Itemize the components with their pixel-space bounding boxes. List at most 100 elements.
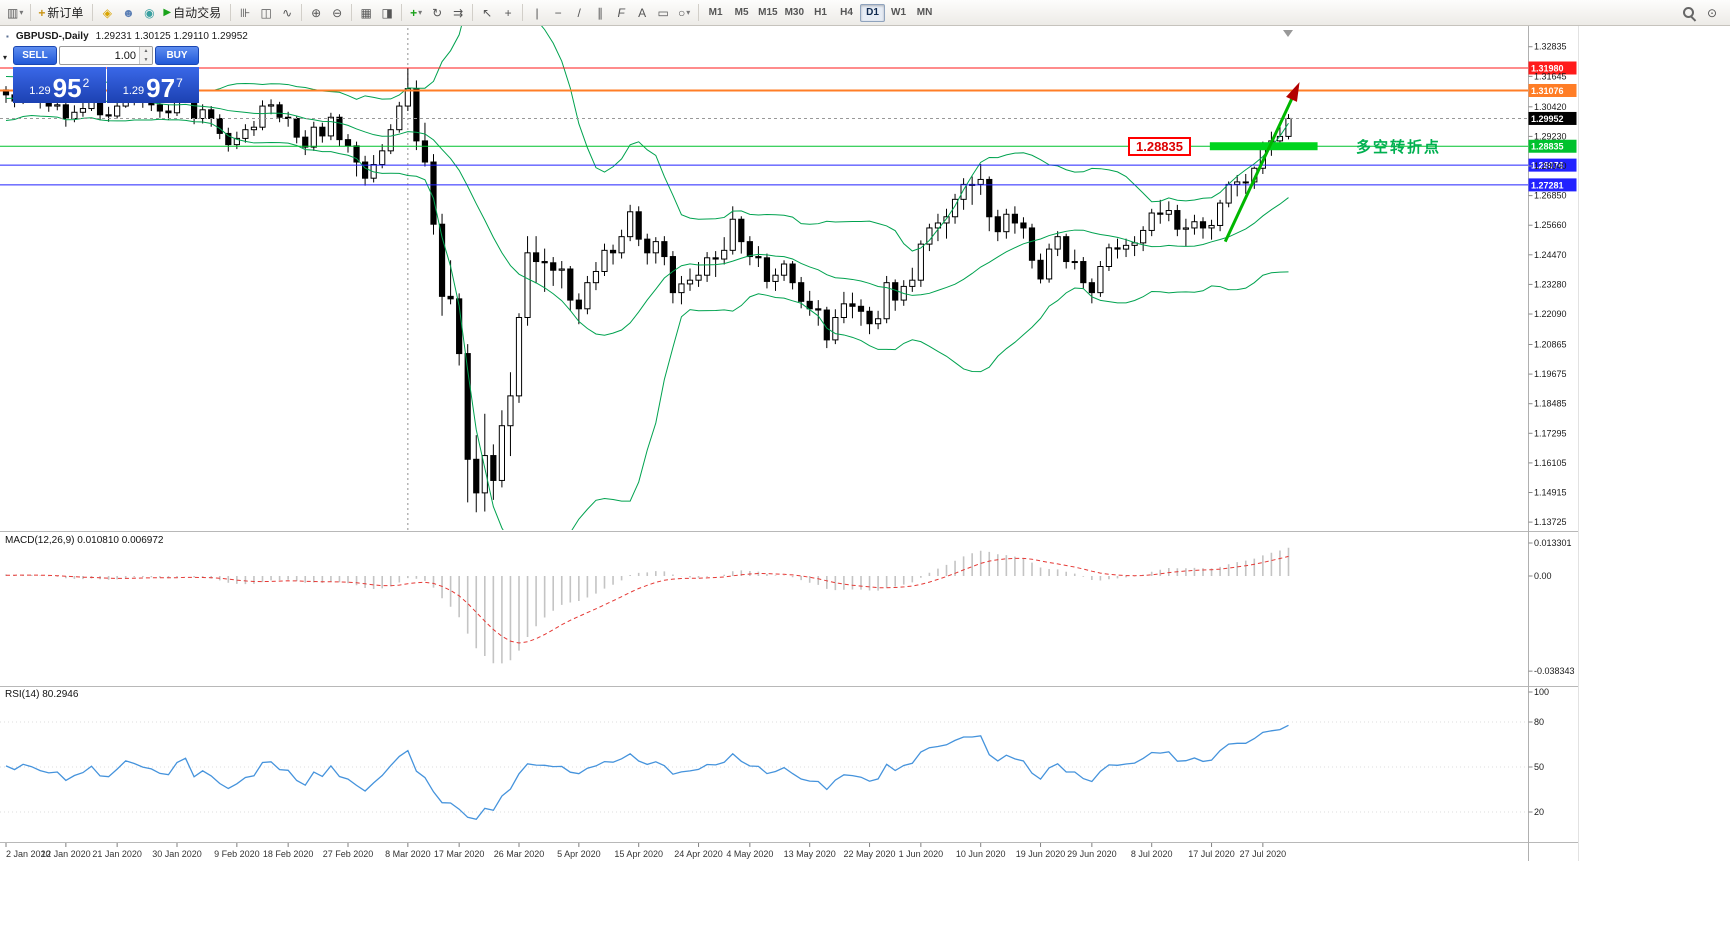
line-chart-icon: ∿ bbox=[282, 5, 293, 20]
vertical-line-button[interactable]: | bbox=[527, 3, 547, 23]
bar-chart-button[interactable]: ⊪ bbox=[235, 3, 255, 23]
cycles-icon: ↻ bbox=[432, 5, 443, 20]
timeframe-m15-button[interactable]: M15 bbox=[758, 7, 778, 18]
cycles-button[interactable]: ↻ bbox=[427, 3, 447, 23]
bollinger-lower-band bbox=[5, 115, 1289, 530]
macd-scale-label: -0.038343 bbox=[1534, 666, 1575, 676]
chart-shift-marker[interactable] bbox=[1283, 30, 1293, 37]
zoom-in-button[interactable]: ⊕ bbox=[306, 3, 326, 23]
toolbar-separator bbox=[401, 4, 403, 21]
date-tick-label: 19 Jun 2020 bbox=[1016, 849, 1066, 859]
crosshair-button[interactable]: + bbox=[498, 3, 518, 23]
timeframe-m1-button[interactable]: M1 bbox=[708, 7, 723, 18]
timeframe-m30-button[interactable]: M30 bbox=[784, 7, 805, 18]
volume-stepper[interactable]: ▲ ▼ bbox=[139, 47, 152, 64]
date-tick-label: 12 Jan 2020 bbox=[41, 849, 91, 859]
timeframe-m5-button[interactable]: M5 bbox=[734, 7, 749, 18]
spin-up-icon[interactable]: ▲ bbox=[140, 47, 152, 56]
community-button[interactable]: ◉ bbox=[139, 3, 159, 23]
price-tick-label: 1.28040 bbox=[1534, 161, 1567, 171]
trendline-button[interactable]: / bbox=[569, 3, 589, 23]
trend-arrow-head[interactable] bbox=[1286, 82, 1300, 102]
zoom-out-button[interactable]: ⊖ bbox=[327, 3, 347, 23]
timeframe-mn-button[interactable]: MN bbox=[916, 7, 933, 18]
chart-shift-button[interactable]: ⇉ bbox=[448, 3, 468, 23]
cursor-button[interactable]: ↖ bbox=[477, 3, 497, 23]
one-click-collapse-icon[interactable]: ▾ bbox=[3, 53, 8, 62]
zoom-out-icon: ⊖ bbox=[332, 5, 343, 20]
price-tick-label: 1.32835 bbox=[1534, 42, 1567, 52]
price-tick-label: 1.24470 bbox=[1534, 250, 1567, 260]
new-order-button[interactable]: + 新订单 bbox=[35, 3, 88, 23]
price-scale-tag bbox=[1528, 139, 1577, 153]
text-button[interactable]: A bbox=[632, 3, 652, 23]
line-chart-button[interactable]: ∿ bbox=[277, 3, 297, 23]
community-globe-button[interactable]: ⊙ bbox=[1702, 3, 1722, 23]
scripts-button[interactable]: ◈ bbox=[97, 3, 117, 23]
spin-down-icon[interactable]: ▼ bbox=[140, 55, 152, 64]
channel-button[interactable]: ∥ bbox=[590, 3, 610, 23]
candle-chart-button[interactable]: ◫ bbox=[256, 3, 276, 23]
indicators-add-icon: + bbox=[410, 5, 418, 20]
volume-field[interactable]: 1.00 ▲ ▼ bbox=[59, 46, 153, 65]
volume-value[interactable]: 1.00 bbox=[114, 49, 136, 62]
indicators-button[interactable]: + ▾ bbox=[406, 3, 426, 23]
horizontal-line-button[interactable]: − bbox=[548, 3, 568, 23]
date-tick-label: 17 Jul 2020 bbox=[1188, 849, 1235, 859]
price-tick-label: 1.17295 bbox=[1534, 428, 1567, 438]
timeframe-d1-button[interactable]: D1 bbox=[860, 3, 886, 22]
autotrading-label: 自动交易 bbox=[173, 6, 222, 20]
search-icon[interactable] bbox=[1682, 6, 1696, 20]
price-chart-canvas[interactable]: 1.319801.310761.288351.280761.272811.299… bbox=[0, 26, 1730, 952]
shapes-button[interactable]: ○ ▾ bbox=[674, 3, 694, 23]
support-zone-highlight[interactable] bbox=[1209, 142, 1318, 151]
price-tick-label: 1.26850 bbox=[1534, 191, 1567, 201]
new-chart-button[interactable]: ▥ ▾ bbox=[4, 3, 26, 23]
globe-icon: ⊙ bbox=[1706, 5, 1718, 20]
sell-price-panel[interactable]: 1.29 95 2 bbox=[13, 67, 106, 103]
buy-price-fraction: 7 bbox=[176, 76, 183, 90]
date-tick-label: 24 Apr 2020 bbox=[674, 849, 723, 859]
toolbar-separator bbox=[522, 4, 524, 21]
bar-chart-icon: ⊪ bbox=[239, 5, 251, 20]
toolbar: ▥ ▾ + 新订单 ◈ ☻ ◉ ▶ 自动交易 ⊪ ◫ ∿ ⊕ ⊖ ▦ ◨ + ▾ ↻ ⇉… bbox=[0, 0, 1730, 26]
macd-histogram bbox=[5, 547, 1290, 664]
shapes-icon: ○ bbox=[677, 5, 686, 20]
tile-windows-icon: ▦ bbox=[360, 5, 372, 20]
rsi-indicator-label: RSI(14) 80.2946 bbox=[5, 689, 79, 700]
support-level-callout[interactable]: 1.28835 bbox=[1128, 137, 1191, 156]
tile-windows-button[interactable]: ▦ bbox=[356, 3, 376, 23]
crosshair-icon: + bbox=[504, 5, 512, 20]
chevron-down-icon: ▾ bbox=[418, 8, 423, 17]
text-label-button[interactable]: ▭ bbox=[653, 3, 673, 23]
fibonacci-button[interactable]: F bbox=[611, 3, 631, 23]
candles-layer bbox=[2, 67, 1292, 513]
date-tick-label: 27 Feb 2020 bbox=[323, 849, 374, 859]
toolbar-separator bbox=[301, 4, 303, 21]
chart-window: 1.31980 1.31076 1.28835 1.28076 1.27281 1.299… bbox=[0, 26, 1730, 952]
new-chart-icon: ▥ bbox=[7, 5, 19, 20]
price-scale-tag bbox=[1528, 83, 1577, 97]
price-tick-label: 1.31645 bbox=[1534, 71, 1567, 81]
bollinger-middle-band bbox=[5, 95, 1289, 336]
sell-button[interactable]: SELL bbox=[13, 46, 57, 65]
svg-text:1.31980: 1.31980 bbox=[1531, 64, 1564, 74]
timeframe-h1-button[interactable]: H1 bbox=[814, 7, 827, 18]
ohlc-values: 1.29231 1.30125 1.29110 1.29952 bbox=[95, 31, 248, 42]
buy-button[interactable]: BUY bbox=[155, 46, 199, 65]
trend-arrow-line[interactable] bbox=[1223, 94, 1295, 243]
arrange-windows-button[interactable]: ◨ bbox=[377, 3, 397, 23]
turning-point-annotation[interactable]: 多空转折点 bbox=[1356, 139, 1442, 156]
timeframe-h4-button[interactable]: H4 bbox=[840, 7, 853, 18]
timeframe-w1-button[interactable]: W1 bbox=[891, 7, 907, 18]
profile-button[interactable]: ☻ bbox=[118, 3, 138, 23]
vertical-line-icon: | bbox=[535, 5, 539, 20]
autotrading-button[interactable]: ▶ 自动交易 bbox=[160, 3, 226, 23]
price-tick-label: 1.14915 bbox=[1534, 488, 1567, 498]
sell-price-fraction: 2 bbox=[82, 76, 90, 90]
text-label-icon: ▭ bbox=[657, 5, 669, 20]
buy-price-panel[interactable]: 1.29 97 7 bbox=[106, 67, 199, 103]
macd-scale-label: 0.013301 bbox=[1534, 538, 1572, 548]
date-tick-label: 2 Jan 2020 bbox=[6, 849, 51, 859]
toolbar-separator bbox=[351, 4, 353, 21]
